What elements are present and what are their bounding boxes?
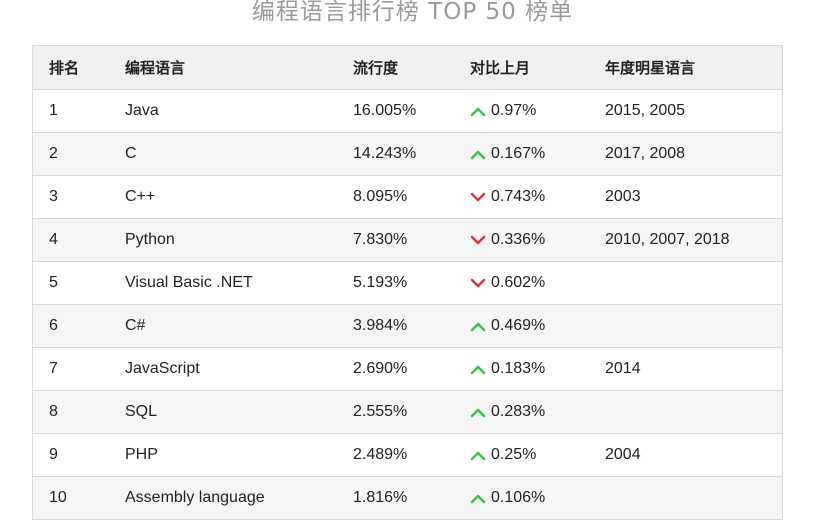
table-row: 10 Assembly language 1.816% 0.106% xyxy=(33,477,782,520)
table-row: 5 Visual Basic .NET 5.193% 0.602% xyxy=(33,262,782,305)
change-value: 0.336% xyxy=(491,231,546,248)
rank-cell: 3 xyxy=(49,188,58,205)
popularity-cell: 2.489% xyxy=(353,446,408,463)
language-cell: Python xyxy=(125,231,175,248)
language-cell: C++ xyxy=(125,188,156,205)
popularity-cell: 16.005% xyxy=(353,102,417,119)
change-value: 0.97% xyxy=(491,102,537,119)
language-cell: JavaScript xyxy=(125,360,200,377)
arrow-up-icon xyxy=(470,148,486,160)
arrow-up-icon xyxy=(470,449,486,461)
change-value: 0.25% xyxy=(491,446,537,463)
popularity-cell: 2.690% xyxy=(353,360,408,377)
header-language: 编程语言 xyxy=(125,59,186,77)
change-cell: 0.743% xyxy=(470,188,605,206)
rank-cell: 8 xyxy=(49,403,58,420)
table-row: 1 Java 16.005% 0.97% 2015, 2005 xyxy=(33,90,782,133)
change-cell: 0.283% xyxy=(470,403,605,421)
popularity-cell: 2.555% xyxy=(353,403,408,420)
language-cell: Java xyxy=(125,102,159,119)
table-row: 4 Python 7.830% 0.336% 2010, 2007, 2018 xyxy=(33,219,782,262)
popularity-cell: 3.984% xyxy=(353,317,408,334)
ranking-table: 排名 编程语言 流行度 对比上月 年度明星语言 1 Java 16.005% 0… xyxy=(32,45,783,520)
table-row: 6 C# 3.984% 0.469% xyxy=(33,305,782,348)
change-cell: 0.97% xyxy=(470,102,605,120)
table-row: 3 C++ 8.095% 0.743% 2003 xyxy=(33,176,782,219)
change-cell: 0.106% xyxy=(470,489,605,507)
popularity-cell: 7.830% xyxy=(353,231,408,248)
popularity-cell: 14.243% xyxy=(353,145,417,162)
change-value: 0.106% xyxy=(491,489,546,506)
page-title: 编程语言排行榜 TOP 50 榜单 xyxy=(251,0,574,25)
header-change: 对比上月 xyxy=(470,59,531,77)
table-row: 8 SQL 2.555% 0.283% xyxy=(33,391,782,434)
change-cell: 0.25% xyxy=(470,446,605,464)
arrow-down-icon xyxy=(470,191,486,203)
rank-cell: 2 xyxy=(49,145,58,162)
language-cell: C xyxy=(125,145,137,162)
header-star-years: 年度明星语言 xyxy=(605,59,696,77)
star-years-cell: 2004 xyxy=(605,446,641,463)
arrow-down-icon xyxy=(470,277,486,289)
change-cell: 0.336% xyxy=(470,231,605,249)
change-cell: 0.602% xyxy=(470,274,605,292)
arrow-down-icon xyxy=(470,234,486,246)
star-years-cell: 2015, 2005 xyxy=(605,102,686,119)
star-years-cell: 2010, 2007, 2018 xyxy=(605,231,730,248)
rank-cell: 5 xyxy=(49,274,58,291)
language-cell: Visual Basic .NET xyxy=(125,274,253,291)
table-header: 排名 编程语言 流行度 对比上月 年度明星语言 xyxy=(33,46,782,90)
change-value: 0.283% xyxy=(491,403,546,420)
change-cell: 0.469% xyxy=(470,317,605,335)
header-popularity: 流行度 xyxy=(353,59,399,77)
change-cell: 0.167% xyxy=(470,145,605,163)
language-cell: C# xyxy=(125,317,146,334)
change-value: 0.743% xyxy=(491,188,546,205)
star-years-cell: 2003 xyxy=(605,188,641,205)
change-value: 0.602% xyxy=(491,274,546,291)
change-value: 0.167% xyxy=(491,145,546,162)
table-row: 7 JavaScript 2.690% 0.183% 2014 xyxy=(33,348,782,391)
language-cell: Assembly language xyxy=(125,489,265,506)
change-value: 0.469% xyxy=(491,317,546,334)
star-years-cell: 2017, 2008 xyxy=(605,145,686,162)
table-row: 2 C 14.243% 0.167% 2017, 2008 xyxy=(33,133,782,176)
arrow-up-icon xyxy=(470,406,486,418)
popularity-cell: 1.816% xyxy=(353,489,408,506)
language-cell: PHP xyxy=(125,446,158,463)
arrow-up-icon xyxy=(470,105,486,117)
rank-cell: 1 xyxy=(49,102,58,119)
language-cell: SQL xyxy=(125,403,158,420)
change-cell: 0.183% xyxy=(470,360,605,378)
popularity-cell: 5.193% xyxy=(353,274,408,291)
arrow-up-icon xyxy=(470,363,486,375)
table-row: 9 PHP 2.489% 0.25% 2004 xyxy=(33,434,782,477)
rank-cell: 7 xyxy=(49,360,58,377)
arrow-up-icon xyxy=(470,320,486,332)
rank-cell: 9 xyxy=(49,446,58,463)
change-value: 0.183% xyxy=(491,360,546,377)
rank-cell: 6 xyxy=(49,317,58,334)
header-rank: 排名 xyxy=(49,59,80,77)
popularity-cell: 8.095% xyxy=(353,188,408,205)
rank-cell: 10 xyxy=(49,489,67,506)
arrow-up-icon xyxy=(470,492,486,504)
rank-cell: 4 xyxy=(49,231,58,248)
star-years-cell: 2014 xyxy=(605,360,641,377)
